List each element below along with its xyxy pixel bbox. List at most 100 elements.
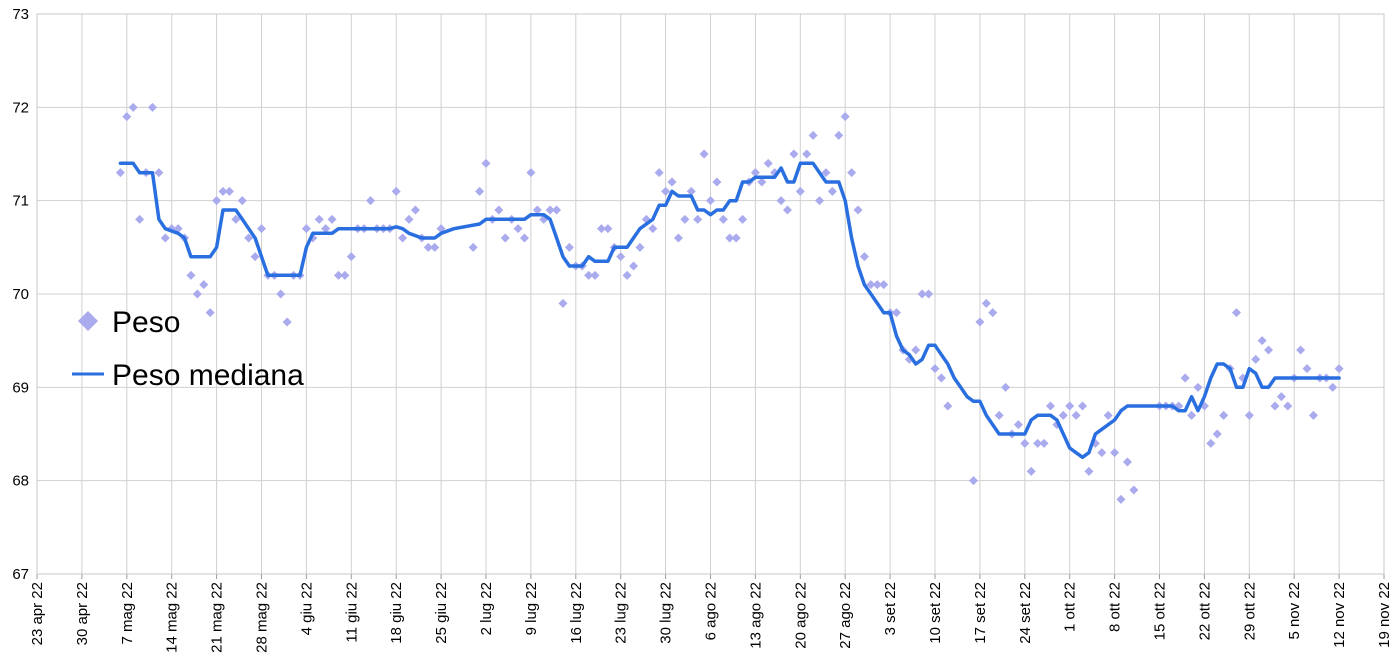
- peso-point: [1013, 420, 1023, 430]
- x-tick-label: 27 ago 22: [837, 582, 854, 649]
- x-tick-label: 7 mag 22: [119, 582, 136, 645]
- x-tick-label: 1 ott 22: [1062, 582, 1079, 632]
- peso-point: [1328, 382, 1338, 392]
- peso-point: [917, 289, 927, 299]
- peso-point: [1103, 410, 1113, 420]
- peso-point: [930, 364, 940, 374]
- legend-label-peso: Peso: [112, 306, 180, 339]
- peso-point: [1129, 485, 1139, 495]
- peso-point: [706, 196, 715, 206]
- peso-point: [481, 158, 491, 168]
- peso-point: [321, 224, 331, 234]
- peso-point: [366, 196, 376, 206]
- peso-point: [1193, 382, 1203, 392]
- peso-point: [1097, 448, 1107, 458]
- peso-point: [257, 224, 266, 234]
- peso-mediana-line: [118, 161, 1341, 460]
- plot-area-border: [36, 13, 1385, 575]
- peso-point: [699, 149, 709, 159]
- peso-point: [1065, 401, 1075, 411]
- peso-point: [1187, 410, 1197, 420]
- peso-point: [410, 205, 420, 215]
- peso-point: [346, 252, 356, 262]
- peso-point: [795, 186, 805, 196]
- peso-point: [224, 186, 234, 196]
- peso-point: [1308, 410, 1318, 420]
- peso-point: [808, 130, 818, 140]
- peso-point: [333, 270, 343, 280]
- peso-point: [404, 214, 414, 224]
- peso-point: [282, 317, 292, 327]
- peso-point: [519, 233, 529, 243]
- peso-point: [237, 196, 247, 206]
- peso-point: [853, 205, 863, 215]
- peso-point: [738, 214, 748, 224]
- peso-point: [1026, 466, 1036, 476]
- x-tick-label: 21 mag 22: [209, 582, 226, 653]
- legend: Peso Peso mediana: [72, 306, 304, 392]
- peso-point: [629, 261, 639, 271]
- x-tick-label: 9 lug 22: [523, 582, 540, 635]
- peso-point: [661, 186, 671, 196]
- peso-point: [635, 242, 645, 252]
- peso-point: [423, 242, 433, 252]
- x-tick-label: 6 ago 22: [703, 582, 720, 640]
- peso-point: [590, 270, 600, 280]
- x-tick-label: 20 ago 22: [792, 582, 809, 649]
- peso-point: [1045, 401, 1055, 411]
- peso-point: [398, 233, 408, 243]
- peso-point: [1180, 373, 1190, 383]
- peso-point: [154, 168, 164, 178]
- peso-point: [250, 252, 260, 262]
- peso-point: [122, 112, 132, 122]
- peso-point: [564, 242, 574, 252]
- peso-point: [199, 280, 209, 290]
- peso-point: [712, 177, 722, 187]
- peso-point: [892, 308, 902, 318]
- peso-point: [135, 214, 145, 224]
- peso-point: [1270, 401, 1280, 411]
- peso-point: [1231, 308, 1241, 318]
- peso-point: [1001, 382, 1011, 392]
- peso-point: [757, 177, 767, 187]
- peso-point: [468, 242, 478, 252]
- peso-point: [1334, 364, 1344, 374]
- x-tick-label: 30 lug 22: [658, 582, 675, 644]
- x-tick-label: 17 set 22: [972, 582, 989, 644]
- peso-point: [500, 233, 510, 243]
- peso-point: [1244, 410, 1254, 420]
- peso-point: [231, 214, 241, 224]
- peso-point: [776, 196, 786, 206]
- y-tick-labels: 67 68 69 70 71 72 73: [12, 6, 29, 583]
- x-tick-label: 23 apr 22: [29, 582, 46, 645]
- x-tick-label: 28 mag 22: [254, 582, 271, 653]
- peso-point: [1276, 392, 1286, 402]
- peso-point: [981, 298, 991, 308]
- y-tick-label: 71: [12, 193, 29, 210]
- peso-point: [532, 205, 542, 215]
- peso-point: [821, 168, 831, 178]
- x-tick-label: 30 apr 22: [74, 582, 91, 645]
- peso-point: [212, 196, 222, 206]
- peso-point: [1206, 438, 1216, 448]
- peso-point: [584, 270, 594, 280]
- peso-point: [1071, 410, 1081, 420]
- peso-point: [782, 205, 792, 215]
- peso-point: [596, 224, 606, 234]
- y-tick-label: 73: [12, 6, 29, 23]
- peso-point: [680, 214, 690, 224]
- peso-point: [834, 130, 844, 140]
- peso-point: [943, 401, 953, 411]
- peso-point: [840, 112, 850, 122]
- x-tick-label: 18 giu 22: [388, 582, 405, 644]
- peso-point: [218, 186, 228, 196]
- peso-point: [1219, 410, 1229, 420]
- x-tick-label: 14 mag 22: [164, 582, 181, 653]
- y-tick-label: 72: [12, 99, 29, 116]
- y-tick-label: 67: [12, 566, 29, 583]
- peso-point: [1296, 345, 1306, 355]
- x-tick-label: 11 giu 22: [343, 582, 360, 643]
- peso-point: [975, 317, 985, 327]
- peso-point: [622, 270, 632, 280]
- x-tick-label: 19 nov 22: [1376, 582, 1393, 648]
